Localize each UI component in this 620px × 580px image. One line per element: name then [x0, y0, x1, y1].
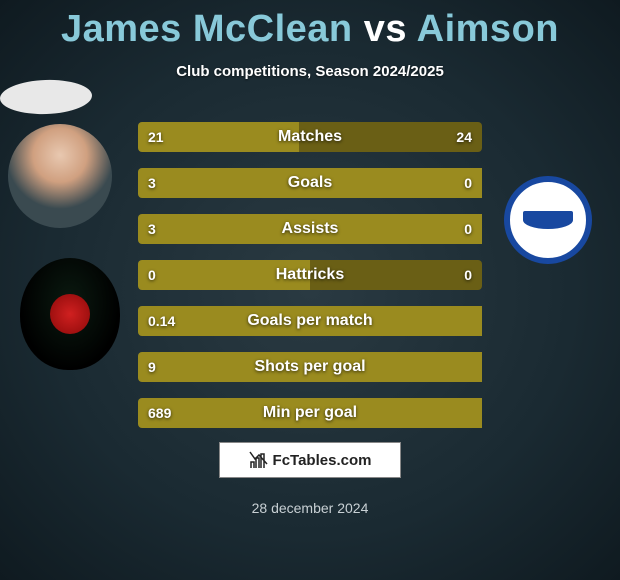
stat-bar-right [299, 122, 482, 152]
player1-name: James McClean [61, 8, 353, 50]
stat-bar [138, 306, 482, 336]
comparison-title: James McClean vs Aimson [0, 0, 620, 51]
fctables-logo-icon [249, 450, 269, 470]
stat-bar [138, 168, 482, 198]
stat-bar-left [138, 122, 299, 152]
stat-bar-left [138, 168, 482, 198]
player2-name: Aimson [417, 8, 559, 50]
footer-date: 28 december 2024 [0, 500, 620, 516]
player1-avatar [8, 124, 112, 228]
player1-club-badge [20, 258, 120, 370]
stat-bar [138, 122, 482, 152]
stat-row: Assists30 [138, 214, 482, 244]
stat-bar [138, 352, 482, 382]
stat-bar [138, 214, 482, 244]
stat-bar-left [138, 398, 482, 428]
stat-bar [138, 260, 482, 290]
stat-bar-left [138, 260, 310, 290]
stat-row: Min per goal689 [138, 398, 482, 428]
stat-bar-left [138, 214, 482, 244]
stat-bar-left [138, 352, 482, 382]
stat-row: Hattricks00 [138, 260, 482, 290]
stat-row: Matches2124 [138, 122, 482, 152]
subtitle: Club competitions, Season 2024/2025 [0, 63, 620, 80]
stat-row: Goals per match0.14 [138, 306, 482, 336]
site-label: FcTables.com [273, 452, 372, 469]
site-attribution[interactable]: FcTables.com [219, 442, 401, 478]
player2-club-badge [504, 176, 592, 264]
stat-bar [138, 398, 482, 428]
stats-chart: Matches2124 Goals30 Assists30 Hattricks00 Go… [138, 122, 482, 444]
stat-bar-right [310, 260, 482, 290]
vs-text: vs [364, 8, 407, 50]
stat-bar-left [138, 306, 482, 336]
player2-avatar [0, 78, 93, 115]
stat-row: Goals30 [138, 168, 482, 198]
stat-row: Shots per goal9 [138, 352, 482, 382]
